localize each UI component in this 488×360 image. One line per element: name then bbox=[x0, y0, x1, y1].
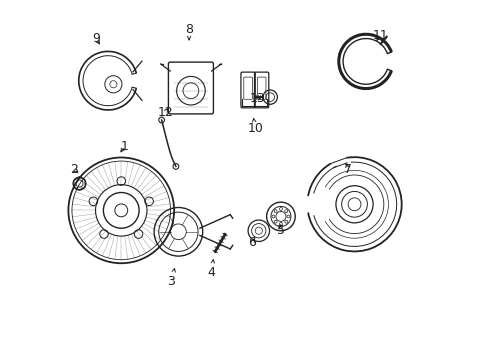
Text: 12: 12 bbox=[157, 105, 173, 119]
Text: 1: 1 bbox=[121, 140, 128, 153]
Text: 4: 4 bbox=[207, 260, 215, 279]
Text: 7: 7 bbox=[344, 163, 351, 176]
Text: 9: 9 bbox=[92, 32, 100, 45]
Text: 5: 5 bbox=[276, 224, 285, 237]
Text: 8: 8 bbox=[185, 23, 193, 40]
Text: 10: 10 bbox=[247, 118, 263, 135]
Text: 13: 13 bbox=[249, 92, 264, 105]
Text: 2: 2 bbox=[70, 163, 78, 176]
Text: 6: 6 bbox=[248, 236, 256, 249]
Text: 11: 11 bbox=[371, 29, 387, 42]
Text: 3: 3 bbox=[167, 269, 175, 288]
